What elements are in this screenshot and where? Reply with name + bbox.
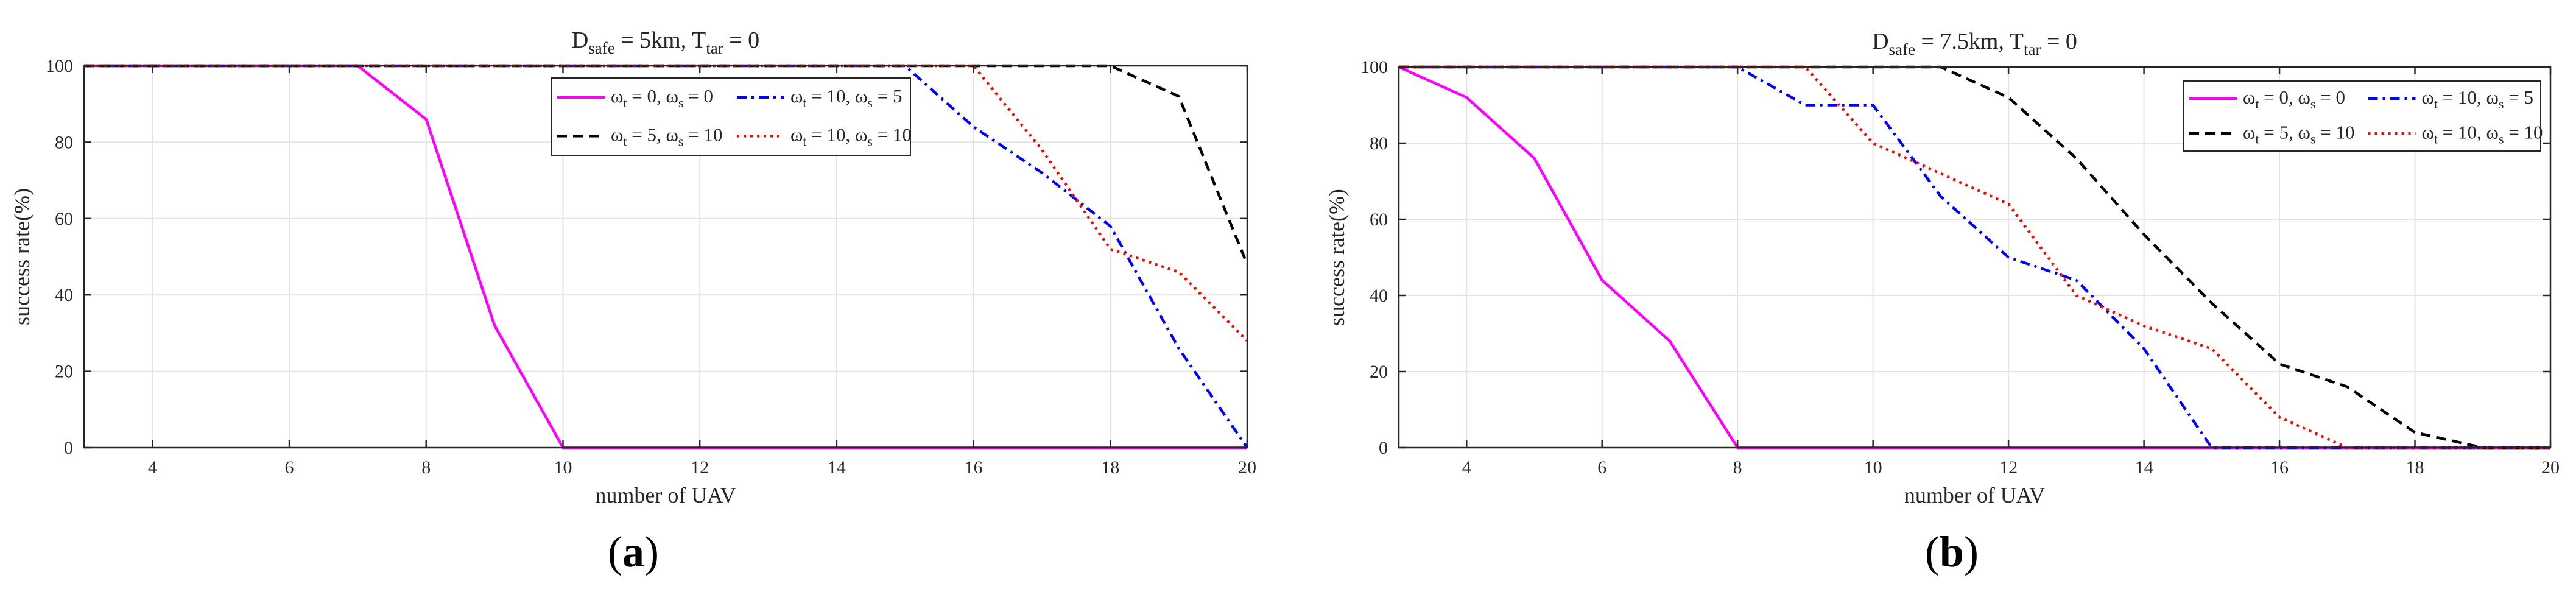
chart-b-x-tick-label-20: 20 bbox=[2541, 457, 2560, 478]
chart-b-x-tick-label-18: 18 bbox=[2406, 457, 2424, 478]
chart-a-y-tick-label-80: 80 bbox=[55, 132, 73, 152]
chart-b-title-sub2: tar bbox=[2024, 40, 2041, 58]
chart-b-y-tick-label-100: 100 bbox=[1360, 57, 1388, 77]
chart-a: Dsafe = 5km, Ttar = 0 4 6 8 10 12 14 16 18 20 0 20… bbox=[10, 27, 1256, 507]
chart-b-series-line-2 bbox=[1399, 65, 2550, 450]
chart-b-x-tick-label-16: 16 bbox=[2270, 457, 2289, 478]
chart-a-x-tick-label-20: 20 bbox=[1238, 457, 1256, 478]
chart-b-series-line-3 bbox=[1399, 65, 2550, 450]
chart-b-x-tick-label-4: 4 bbox=[1462, 457, 1471, 478]
panel-label-b-letter: b bbox=[1940, 527, 1964, 576]
chart-a-y-tick-label-100: 100 bbox=[46, 56, 73, 76]
chart-a-x-tick-label-4: 4 bbox=[148, 457, 157, 478]
chart-a-y-tick-label-40: 40 bbox=[55, 285, 73, 305]
chart-a-x-tick-label-18: 18 bbox=[1101, 457, 1119, 478]
chart-a-title-prefix: D bbox=[572, 27, 588, 53]
chart-b-y-tick-label-40: 40 bbox=[1370, 286, 1388, 306]
panel-label-b-close: ) bbox=[1964, 527, 1979, 576]
chart-a-x-axis-label: number of UAV bbox=[595, 483, 736, 507]
panel-label-a-close: ) bbox=[644, 527, 659, 576]
chart-b-x-tick-label-6: 6 bbox=[1597, 457, 1606, 478]
chart-b-title-suffix: = 0 bbox=[2041, 29, 2077, 54]
chart-b-y-tick-label-20: 20 bbox=[1370, 362, 1388, 382]
panel-label-a: (a) bbox=[608, 527, 659, 576]
chart-a-legend: ωt = 0, ωs = 0 ωt = 10, ωs = 5 ωt = 5, ωs … bbox=[551, 77, 912, 156]
chart-b-x-tick-label-12: 12 bbox=[1999, 457, 2018, 478]
chart-b-x-tick-label-10: 10 bbox=[1864, 457, 1882, 478]
chart-b-y-tick-label-80: 80 bbox=[1370, 133, 1388, 153]
chart-b-title: Dsafe = 7.5km, Ttar = 0 bbox=[1872, 29, 2077, 58]
chart-a-x-tick-label-14: 14 bbox=[828, 457, 846, 478]
chart-b-legend-label-1: ωt = 10, ωs = 5 bbox=[2422, 86, 2533, 111]
chart-b: Dsafe = 7.5km, Ttar = 0 4 6 8 10 12 14 16 18 20 0… bbox=[1325, 29, 2560, 507]
chart-a-title-mid: = 5km, T bbox=[615, 27, 706, 53]
chart-a-legend-label-0: ωt = 0, ωs = 0 bbox=[611, 85, 713, 110]
chart-a-y-tick-label-20: 20 bbox=[55, 362, 73, 382]
chart-a-ticks: 4 6 8 10 12 14 16 18 20 0 20 40 60 80 100 bbox=[46, 56, 1256, 478]
chart-a-series-line-3 bbox=[84, 64, 1248, 342]
chart-b-legend-label-0: ωt = 0, ωs = 0 bbox=[2243, 86, 2345, 111]
chart-b-y-tick-label-0: 0 bbox=[1379, 438, 1388, 458]
chart-a-y-tick-label-60: 60 bbox=[55, 209, 73, 229]
chart-b-title-mid: = 7.5km, T bbox=[1915, 29, 2024, 54]
chart-a-x-tick-label-6: 6 bbox=[285, 457, 294, 478]
chart-a-title: Dsafe = 5km, Ttar = 0 bbox=[572, 27, 759, 57]
chart-a-legend-label-2: ωt = 5, ωs = 10 bbox=[611, 124, 722, 149]
chart-a-x-tick-label-12: 12 bbox=[691, 457, 709, 478]
chart-a-x-tick-label-16: 16 bbox=[965, 457, 983, 478]
chart-b-title-sub: safe bbox=[1889, 40, 1915, 58]
chart-b-y-axis-label: success rate(%) bbox=[1325, 189, 1349, 326]
panel-label-a-letter: a bbox=[622, 527, 644, 576]
chart-b-y-tick-label-60: 60 bbox=[1370, 210, 1388, 230]
chart-b-x-tick-label-14: 14 bbox=[2135, 457, 2153, 478]
chart-b-plot-frame bbox=[1398, 66, 2552, 449]
panel-label-b: (b) bbox=[1925, 527, 1979, 576]
panel-label-a-open: ( bbox=[608, 527, 622, 576]
chart-b-x-axis-label: number of UAV bbox=[1904, 483, 2045, 507]
chart-a-title-suffix: = 0 bbox=[723, 27, 759, 53]
panel-label-b-open: ( bbox=[1925, 527, 1940, 576]
chart-a-legend-label-3: ωt = 10, ωs = 10 bbox=[790, 124, 912, 149]
chart-a-legend-label-1: ωt = 10, ωs = 5 bbox=[790, 85, 902, 110]
chart-b-legend-label-2: ωt = 5, ωs = 10 bbox=[2243, 121, 2354, 146]
chart-a-y-axis-label: success rate(%) bbox=[10, 188, 34, 325]
chart-b-x-tick-label-8: 8 bbox=[1733, 457, 1742, 478]
chart-b-legend: ωt = 0, ωs = 0 ωt = 10, ωs = 5 ωt = 5, ωs … bbox=[2183, 80, 2543, 152]
chart-b-ticks: 4 6 8 10 12 14 16 18 20 0 20 40 60 80 100 bbox=[1360, 57, 2560, 478]
chart-a-x-tick-label-10: 10 bbox=[554, 457, 572, 478]
chart-b-legend-label-3: ωt = 10, ωs = 10 bbox=[2422, 121, 2543, 146]
chart-b-legend-box bbox=[2183, 80, 2541, 152]
chart-a-plot-frame bbox=[83, 65, 1248, 449]
chart-a-legend-box bbox=[551, 77, 911, 156]
chart-b-series-line-1 bbox=[1399, 65, 2550, 450]
chart-b-title-prefix: D bbox=[1872, 29, 1888, 54]
chart-a-title-sub: safe bbox=[588, 39, 614, 57]
chart-a-title-sub2: tar bbox=[706, 39, 723, 57]
chart-a-x-tick-label-8: 8 bbox=[421, 457, 431, 478]
chart-a-series-line-1 bbox=[84, 64, 1248, 449]
chart-a-y-tick-label-0: 0 bbox=[64, 438, 73, 458]
